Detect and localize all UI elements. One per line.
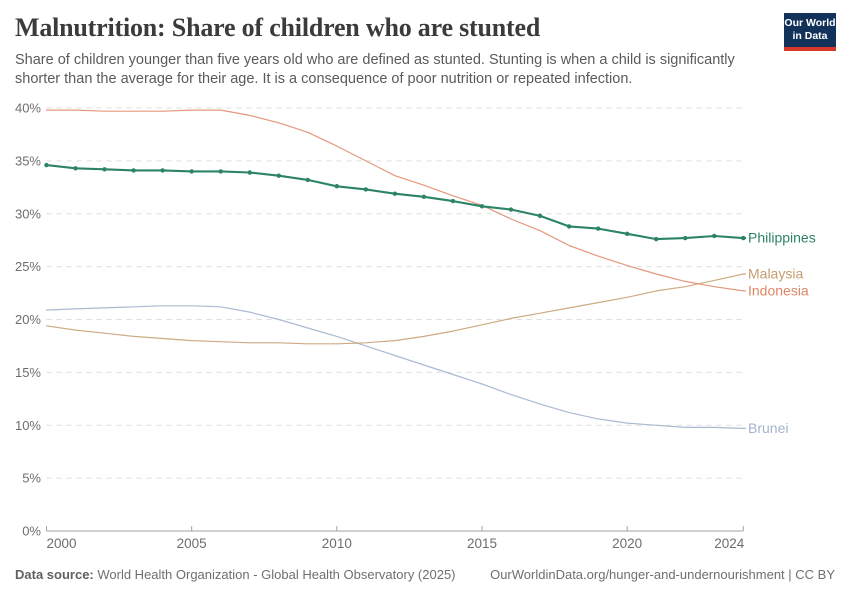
marker-philippines-2022 [683,235,688,241]
marker-philippines-2005 [189,169,194,174]
marker-philippines-2017 [537,213,543,219]
chart-subtitle: Share of children younger than five year… [15,52,735,88]
y-tick-label-35%: 35% [15,153,41,168]
y-tick-label-10%: 10% [15,418,41,433]
marker-philippines-2021 [654,236,659,242]
x-tick-label-2000: 2000 [47,536,77,551]
marker-philippines-2001 [73,166,78,171]
line-indonesia[interactable] [45,109,744,292]
series-label-indonesia[interactable]: Indonesia [748,282,809,298]
marker-philippines-2013 [421,194,427,200]
y-tick-label-5%: 5% [22,471,41,486]
marker-philippines-2019 [595,226,601,231]
marker-philippines-2018 [566,224,572,229]
owid-logo-line1: Our World [784,16,836,29]
marker-philippines-2010 [334,184,340,189]
data-source: Data source: World Health Organization -… [15,567,456,582]
marker-philippines-2011 [363,187,369,192]
data-source-value: World Health Organization - Global Healt… [93,567,456,582]
chart-footer: Data source: World Health Organization -… [15,567,835,582]
marker-philippines-2020 [624,231,630,237]
y-tick-label-15%: 15% [15,365,41,380]
series-label-brunei[interactable]: Brunei [748,420,788,436]
y-tick-label-40%: 40% [15,101,41,116]
x-tick-label-2015: 2015 [467,536,497,551]
marker-philippines-2000 [44,162,49,168]
line-brunei[interactable] [45,305,744,429]
line-malaysia[interactable] [45,273,744,345]
owid-logo[interactable]: Our World in Data [784,13,836,51]
series-label-malaysia[interactable]: Malaysia [748,266,803,282]
marker-philippines-2008 [276,173,281,178]
y-tick-label-0%: 0% [22,524,41,539]
y-tick-label-30%: 30% [15,206,41,221]
marker-philippines-2007 [247,170,252,175]
marker-philippines-2016 [508,207,514,212]
data-source-label: Data source: [15,567,94,582]
marker-philippines-2012 [392,191,398,196]
footer-link[interactable]: OurWorldinData.org/hunger-and-undernouri… [490,567,835,582]
marker-philippines-2006 [218,169,223,174]
marker-philippines-2009 [305,177,310,183]
x-tick-label-2005: 2005 [177,536,207,551]
x-tick-label-2024: 2024 [714,536,745,551]
x-tick-label-2010: 2010 [322,536,352,551]
owid-logo-line2: in Data [792,30,828,42]
series-label-philippines[interactable]: Philippines [748,230,816,246]
marker-philippines-2004 [160,168,165,173]
marker-philippines-2003 [131,168,136,173]
x-tick-label-2020: 2020 [612,536,642,551]
marker-philippines-2023 [712,233,717,239]
marker-philippines-2015 [479,204,485,209]
page-title: Malnutrition: Share of children who are … [15,13,541,42]
marker-philippines-2002 [102,167,107,172]
marker-philippines-2014 [450,198,456,204]
y-tick-label-25%: 25% [15,259,41,274]
y-tick-label-20%: 20% [15,312,41,327]
